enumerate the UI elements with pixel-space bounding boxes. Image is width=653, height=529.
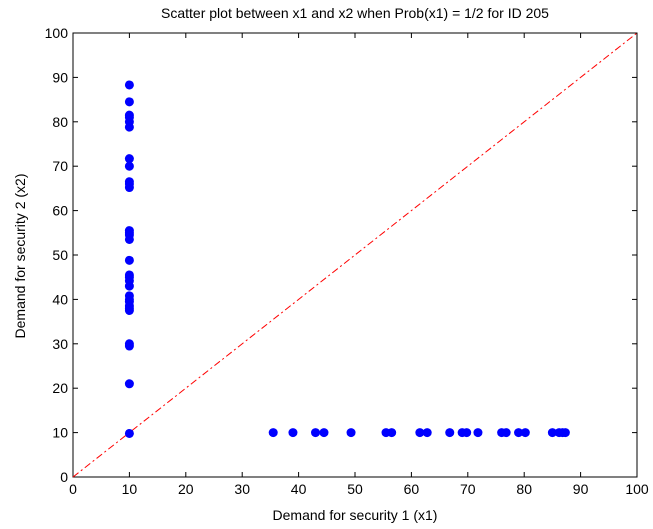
scatter-point xyxy=(124,301,134,311)
y-tick-label: 80 xyxy=(52,114,68,130)
y-tick-label: 60 xyxy=(52,203,68,219)
x-tick-label: 60 xyxy=(404,481,420,497)
scatter-point xyxy=(415,428,425,438)
scatter-point xyxy=(288,428,298,438)
scatter-point xyxy=(124,112,134,122)
y-tick-label: 30 xyxy=(52,336,68,352)
y-tick-label: 40 xyxy=(52,291,68,307)
scatter-point xyxy=(124,341,134,351)
scatter-point xyxy=(422,428,432,438)
scatter-point xyxy=(124,179,134,189)
scatter-point xyxy=(124,154,134,164)
scatter-point xyxy=(268,428,278,438)
y-tick-label: 20 xyxy=(52,380,68,396)
scatter-point xyxy=(311,428,321,438)
y-tick-label: 0 xyxy=(60,469,68,485)
scatter-point xyxy=(124,294,134,304)
scatter-point xyxy=(124,228,134,238)
x-tick-label: 10 xyxy=(122,481,138,497)
scatter-point xyxy=(445,428,455,438)
scatter-point xyxy=(387,428,397,438)
x-tick-label: 20 xyxy=(178,481,194,497)
plot-area: 0 10 20 30 40 50 60 70 80 90 100 0 10 20 30 40 50 60 70 80 9… xyxy=(45,25,649,497)
scatter-point xyxy=(124,281,134,291)
scatter-point xyxy=(462,428,472,438)
scatter-point xyxy=(124,255,134,265)
scatter-point xyxy=(547,428,557,438)
x-tick-label: 50 xyxy=(347,481,363,497)
x-tick-label: 70 xyxy=(460,481,476,497)
scatter-point xyxy=(124,97,134,107)
scatter-point xyxy=(501,428,511,438)
y-axis-title: Demand for security 2 (x2) xyxy=(12,174,28,339)
x-tick-label: 30 xyxy=(234,481,250,497)
x-tick-label: 90 xyxy=(573,481,589,497)
x-tick-label: 80 xyxy=(516,481,532,497)
x-tick-label: 100 xyxy=(625,481,649,497)
x-axis-title: Demand for security 1 (x1) xyxy=(273,507,438,523)
scatter-point xyxy=(124,122,134,132)
y-tick-label: 50 xyxy=(52,247,68,263)
scatter-point xyxy=(520,428,530,438)
scatter-point xyxy=(124,80,134,90)
scatter-point xyxy=(514,428,524,438)
x-tick-label: 40 xyxy=(291,481,307,497)
scatter-point xyxy=(473,428,483,438)
y-tick-label: 70 xyxy=(52,158,68,174)
scatter-point xyxy=(124,272,134,282)
chart-title: Scatter plot between x1 and x2 when Prob… xyxy=(161,5,549,21)
scatter-point xyxy=(124,379,134,389)
y-tick-label: 90 xyxy=(52,69,68,85)
y-tick-label: 10 xyxy=(52,425,68,441)
x-tick-label: 0 xyxy=(69,481,77,497)
scatter-point xyxy=(124,428,134,438)
reference-line xyxy=(72,32,638,478)
scatter-point xyxy=(346,428,356,438)
scatter-point xyxy=(560,428,570,438)
scatter-point xyxy=(319,428,329,438)
scatter-point xyxy=(124,161,134,171)
scatter-point xyxy=(124,234,134,244)
y-tick-label: 100 xyxy=(45,25,69,41)
